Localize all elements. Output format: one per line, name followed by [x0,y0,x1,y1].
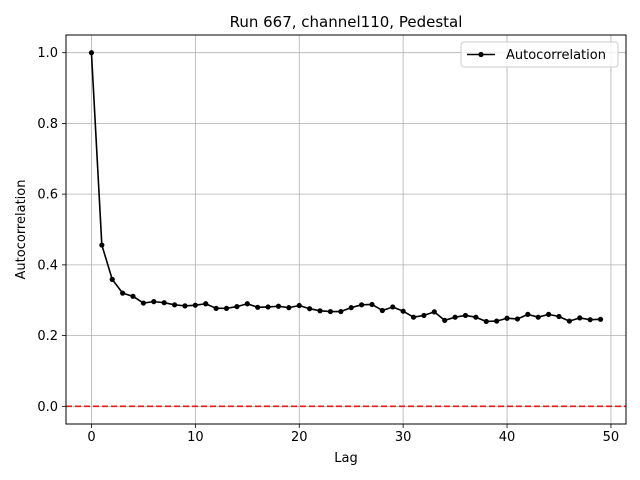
x-tick-label: 40 [499,430,516,445]
data-point [109,276,115,282]
data-point [338,308,344,315]
y-tick-label: 0.4 [37,258,58,273]
data-point [483,318,489,325]
data-point [494,318,500,324]
y-tick-label: 0.8 [37,117,58,132]
data-point [514,316,521,322]
data-point [182,303,188,309]
data-point [431,309,437,315]
data-point [265,304,271,310]
x-tick-label: 0 [87,430,95,445]
data-point [120,290,126,296]
data-point [327,308,334,315]
data-point [462,312,469,319]
data-point [99,242,105,248]
data-point [161,300,167,306]
data-point [597,316,604,322]
data-point [203,301,209,307]
y-tick-label: 0.6 [37,188,58,203]
data-point [255,304,261,310]
y-tick-label: 1.0 [37,46,58,61]
x-axis-label: Lag [334,451,357,466]
data-point [151,299,157,305]
x-tick-label: 50 [603,430,620,445]
data-point [400,308,406,314]
data-point [192,302,198,308]
y-tick-label: 0.2 [37,329,58,344]
legend-box [460,41,619,68]
data-point [369,301,375,308]
data-point [556,313,562,320]
series-layer [88,50,604,325]
data-point [545,311,552,317]
data-point [88,50,95,56]
data-point [504,315,510,321]
data-point [577,315,583,321]
data-point [130,293,136,299]
data-point [286,305,292,311]
data-point [296,302,302,309]
data-point [244,301,250,307]
x-tick-label: 10 [187,430,204,445]
data-point [348,305,354,311]
y-axis-label: Autocorrelation [14,180,29,280]
data-point [223,305,230,311]
data-point [442,317,448,323]
data-point [275,303,282,309]
data-point [358,302,365,308]
data-point [307,306,313,312]
data-point [234,303,240,310]
data-point [390,304,396,310]
legend-entry-label: Autocorrelation [506,48,606,63]
data-point [525,311,531,317]
data-point [452,314,458,320]
data-point [421,312,427,319]
data-point [171,302,178,308]
data-point [535,314,541,320]
data-point [213,305,219,311]
y-tick-label: 0.0 [37,400,58,415]
legend: Autocorrelation [460,41,619,68]
data-point [473,314,479,320]
data-point [317,308,323,314]
data-point [410,314,417,320]
x-tick-label: 30 [395,430,412,445]
data-point [379,307,385,314]
tick-layer: 0 10 20 30 40 50 0.0 0.2 0.4 0.6 0.8 1.0 [37,46,619,445]
legend-marker-swatch [478,51,484,58]
x-tick-label: 20 [291,430,308,445]
chart-title: Run 667, channel110, Pedestal [230,13,463,31]
data-point [140,300,147,306]
data-point [566,318,572,324]
data-point [587,317,593,323]
plot-frame [65,34,627,425]
